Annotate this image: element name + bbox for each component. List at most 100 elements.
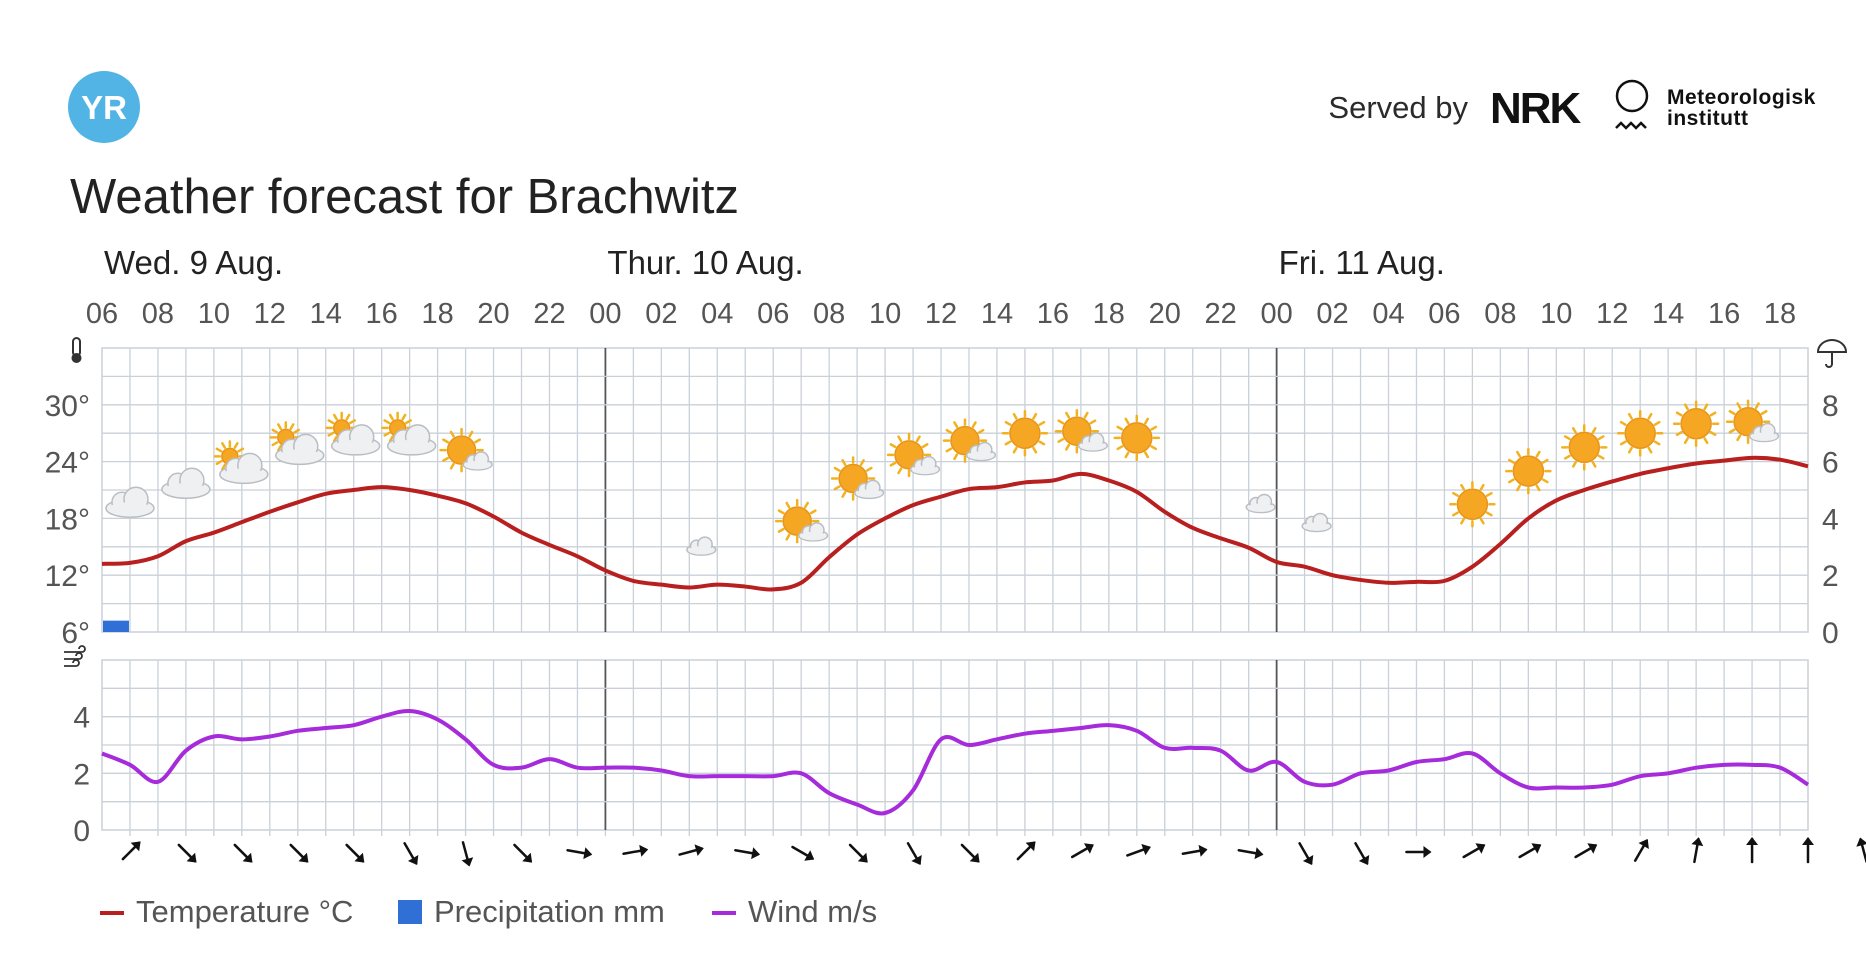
wind-arrow-head xyxy=(1423,846,1432,858)
sun-ray xyxy=(777,527,785,533)
cloud-icon xyxy=(686,536,717,556)
hour-tick-label: 10 xyxy=(869,298,901,330)
wind-arrow xyxy=(289,843,309,863)
legend-line-swatch xyxy=(712,911,736,915)
sun-ray xyxy=(401,413,407,421)
hour-tick-label: 10 xyxy=(1540,298,1572,330)
hour-tick-label: 16 xyxy=(366,298,398,330)
precipitation-axis-tick: 2 xyxy=(1822,560,1839,593)
sun-ray xyxy=(1460,483,1466,491)
sun-ray xyxy=(271,441,279,447)
wind-arrow-head xyxy=(1358,855,1370,865)
sun-ray xyxy=(1597,435,1605,441)
weather-symbol-cloudy xyxy=(161,467,211,500)
cloud-fill xyxy=(163,483,208,498)
sun-icon xyxy=(1561,424,1608,471)
cloud-fill xyxy=(333,439,378,454)
yr-logo[interactable]: YR xyxy=(68,71,140,143)
wind-line xyxy=(101,708,1810,816)
sun-ray xyxy=(1653,440,1661,446)
sun-ray xyxy=(1591,427,1597,434)
sun-ray xyxy=(449,430,455,438)
wind-arrow xyxy=(513,843,533,863)
temperature-axis-tick: 6° xyxy=(61,617,90,650)
cloud-icon xyxy=(219,452,269,485)
sun-ray xyxy=(1508,478,1515,484)
wind-arrow-head xyxy=(1531,843,1542,854)
sun-ray xyxy=(1597,454,1605,460)
sun-ray xyxy=(889,443,897,449)
sun-disc xyxy=(1121,422,1153,454)
legend-label: Precipitation mm xyxy=(434,894,665,929)
hour-tick-label: 16 xyxy=(1708,298,1740,330)
wind-arrow xyxy=(1802,837,1814,864)
wind-arrow xyxy=(1181,844,1208,857)
sun-ray xyxy=(277,444,283,452)
sun-ray xyxy=(1012,412,1018,420)
wind-arrow xyxy=(233,843,253,863)
sun-disc xyxy=(1512,455,1545,487)
wind-axis-tick: 2 xyxy=(73,758,90,791)
sun-ray xyxy=(1485,491,1493,497)
hour-tick-label: 20 xyxy=(477,298,509,330)
sun-ray xyxy=(865,466,873,472)
sun-icon xyxy=(1505,447,1552,495)
cloud-icon xyxy=(853,479,885,500)
sun-ray xyxy=(1709,411,1717,417)
weather-symbol-partly-cloudy-day xyxy=(381,411,437,456)
sun-ray xyxy=(1516,450,1522,458)
sun-ray xyxy=(1572,427,1578,434)
met-logo-name-line1: Meteorologisk xyxy=(1667,86,1816,109)
wind-icon-stroke xyxy=(64,652,83,660)
cloud-icon xyxy=(462,451,493,471)
wind-icon-stroke xyxy=(64,659,80,667)
day-label: Fri. 11 Aug. xyxy=(1279,244,1445,281)
wind-grid xyxy=(101,659,1809,831)
wind-arrow xyxy=(906,842,922,865)
sun-ray xyxy=(1150,425,1158,431)
hour-tick-label: 12 xyxy=(925,298,957,330)
hour-tick-labels: 06 08 10 12 14 16 18 20 22 00 02 04 06 08 10 12 14 16 18 20… xyxy=(86,298,1796,330)
sun-ray xyxy=(388,413,394,421)
sun-ray xyxy=(1619,440,1627,446)
cloud-fill xyxy=(221,468,266,483)
precipitation-axis-tick: 4 xyxy=(1822,503,1839,536)
sun-icon xyxy=(1449,480,1496,528)
wind-arrow-head xyxy=(694,844,704,856)
cloud-fill xyxy=(855,489,883,498)
wind-arrow-head xyxy=(804,850,815,861)
sun-ray xyxy=(1653,420,1661,426)
nrk-logo-text: NRK xyxy=(1490,84,1582,133)
wind-arrow-head xyxy=(1475,843,1486,854)
sun-ray xyxy=(1736,402,1742,410)
sun-ray xyxy=(289,423,295,430)
sun-ray xyxy=(833,485,841,491)
sun-ray xyxy=(1541,478,1549,484)
sun-ray xyxy=(953,421,959,429)
temperature-grid xyxy=(101,347,1809,633)
sun-ray xyxy=(1736,434,1742,442)
sun-ray xyxy=(1675,411,1683,417)
hour-tick-label: 08 xyxy=(1484,298,1516,330)
sun-ray xyxy=(1485,511,1493,517)
hour-tick-label: 00 xyxy=(1260,298,1292,330)
weather-symbol-fair-day xyxy=(439,427,493,473)
met-logo[interactable]: Meteorologisk institutt xyxy=(1615,79,1816,130)
sun-ray xyxy=(1535,450,1541,458)
wind-arrow-head xyxy=(461,857,474,867)
sun-ray xyxy=(841,491,847,498)
cloud-fill xyxy=(967,451,995,460)
wind-arrow xyxy=(848,843,868,863)
wind-arrow-head xyxy=(1198,844,1208,857)
nrk-logo[interactable]: NRK xyxy=(1490,84,1584,133)
sun-icon xyxy=(1672,400,1720,447)
wind-arrow-head xyxy=(354,852,365,863)
sun-ray xyxy=(474,438,482,444)
umbrella-handle xyxy=(1825,352,1833,368)
wind-arrow-head xyxy=(751,847,761,860)
sun-ray xyxy=(1004,440,1012,446)
sun-ray xyxy=(889,461,897,467)
sun-ray xyxy=(977,428,985,434)
cloud-fill xyxy=(389,439,434,454)
